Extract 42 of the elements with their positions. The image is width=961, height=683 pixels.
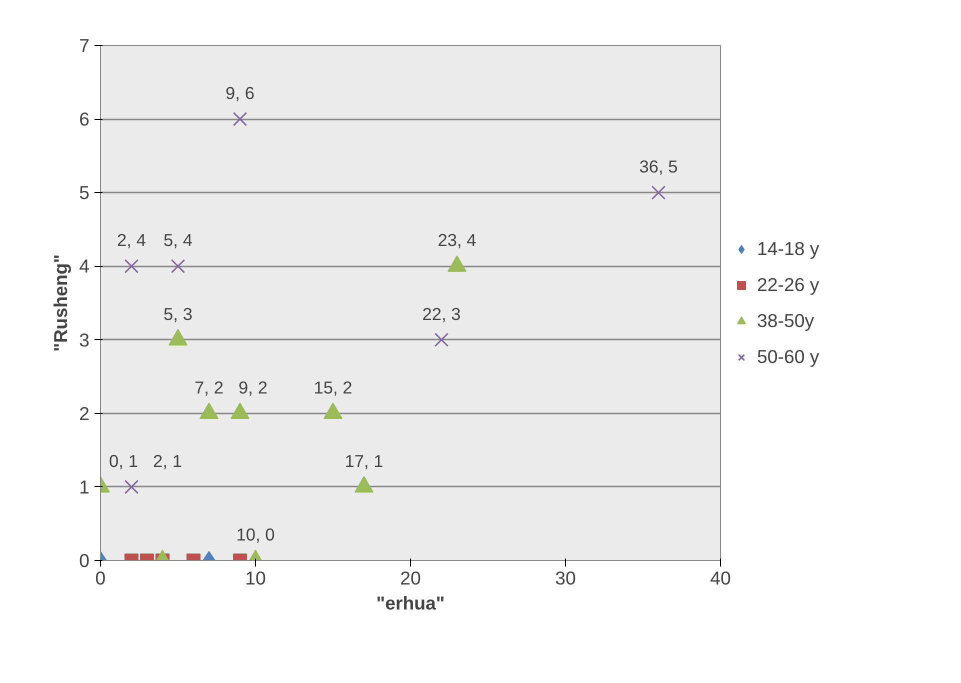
legend-label: 22-26 y bbox=[757, 274, 820, 296]
data-label: 22, 3 bbox=[422, 304, 461, 324]
y-tick-label: 5 bbox=[79, 182, 90, 204]
x-tick-label: 30 bbox=[555, 568, 576, 588]
x-tick-label: 40 bbox=[710, 568, 731, 588]
point bbox=[168, 328, 188, 346]
data-label: 7, 2 bbox=[194, 377, 224, 398]
point bbox=[200, 402, 218, 420]
data-label: 5, 3 bbox=[164, 304, 192, 324]
x-tick-label: 20 bbox=[400, 568, 421, 588]
point bbox=[232, 112, 248, 126]
point bbox=[230, 402, 250, 420]
y-axis-title: "Rusheng" bbox=[50, 254, 72, 352]
x-axis-title: "erhua" bbox=[376, 592, 445, 614]
point bbox=[324, 402, 342, 420]
y-tick-label: 6 bbox=[79, 108, 90, 130]
y-tick-label: 4 bbox=[79, 256, 90, 277]
y-tick-label: 7 bbox=[79, 35, 90, 56]
point bbox=[354, 476, 374, 493]
point bbox=[170, 259, 186, 274]
data-label: 2, 4 bbox=[117, 230, 146, 250]
y-tick-label: 0 bbox=[79, 550, 90, 571]
point bbox=[651, 186, 666, 200]
legend-label: 14-18 y bbox=[757, 238, 820, 260]
data-label: 17, 1 bbox=[344, 450, 384, 471]
data-label: 9, 6 bbox=[226, 83, 254, 104]
y-tick-label: 2 bbox=[79, 402, 90, 424]
data-label: 15, 2 bbox=[314, 377, 352, 398]
y-tick-label: 1 bbox=[79, 476, 90, 498]
y-tick-label: 3 bbox=[79, 329, 90, 350]
x-tick-label: 0 bbox=[95, 568, 106, 588]
data-label: 5, 4 bbox=[164, 230, 193, 250]
data-label: 10, 0 bbox=[236, 524, 275, 544]
x-tick-label: 10 bbox=[245, 568, 266, 588]
point bbox=[124, 259, 139, 274]
data-label: 0, 1 bbox=[109, 450, 138, 471]
data-label: 9, 2 bbox=[238, 377, 268, 398]
data-label: 2, 1 bbox=[153, 450, 182, 471]
legend-label: 38-50y bbox=[757, 310, 816, 332]
data-label: 23, 4 bbox=[438, 230, 477, 250]
data-label: 36, 5 bbox=[639, 156, 678, 177]
legend-label: 50-60 y bbox=[757, 346, 820, 368]
